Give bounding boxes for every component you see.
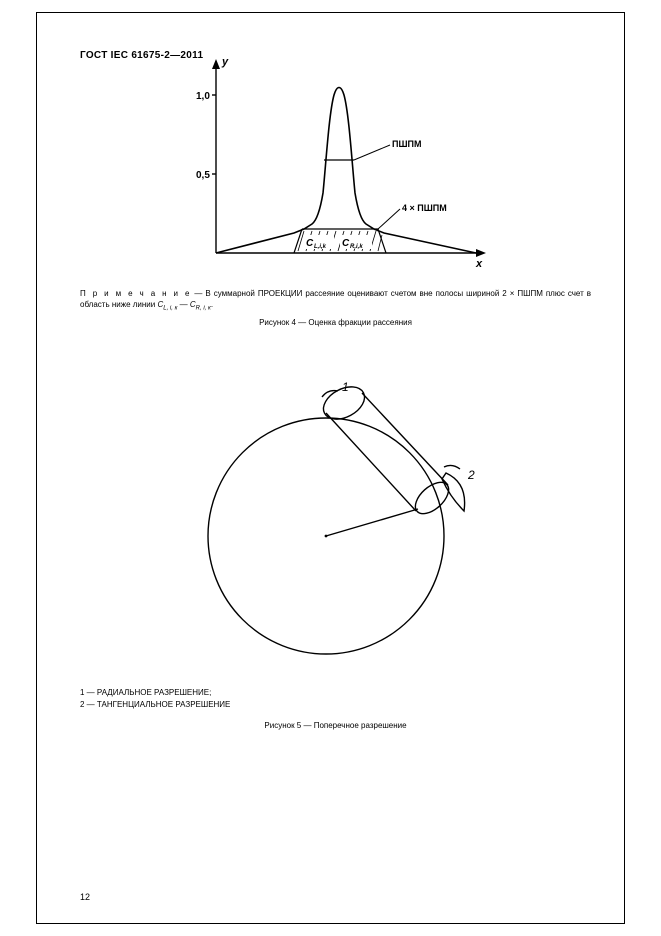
page: ГОСТ IEC 61675-2—2011 1,0 0,5 <box>0 0 661 936</box>
y-axis-label: y <box>221 56 229 68</box>
c-right: C <box>342 238 350 249</box>
note-prefix: П р и м е ч а н и е <box>80 289 191 298</box>
figure-4-note: П р и м е ч а н и е — В суммарной ПРОЕКЦ… <box>80 289 591 312</box>
ytick-05: 0,5 <box>196 170 210 181</box>
c-left-sub: L,i,k <box>314 244 327 250</box>
note-c2-sub: R, i, к <box>196 305 211 311</box>
page-content: ГОСТ IEC 61675-2—2011 1,0 0,5 <box>36 12 625 924</box>
figure-5: 1 2 <box>80 351 591 671</box>
figure-4-caption: Рисунок 4 — Оценка фракции рассеяния <box>80 318 591 327</box>
x-axis-label: x <box>475 258 483 270</box>
c-right-sub: R,i,k <box>350 244 363 250</box>
legend-line-1: 1 — РАДИАЛЬНОЕ РАЗРЕШЕНИЕ; <box>80 687 591 699</box>
ytick-1: 1,0 <box>196 91 210 102</box>
note-dash: — <box>177 300 189 309</box>
figure-4-svg: 1,0 0,5 y x ПШПМ 4 × ПШПМ <box>176 53 496 278</box>
figure-5-caption: Рисунок 5 — Поперечное разрешение <box>80 721 591 730</box>
fig5-label-2: 2 <box>467 468 475 482</box>
legend-line-2: 2 — ТАНГЕНЦИАЛЬНОЕ РАЗРЕШЕНИЕ <box>80 699 591 711</box>
note-period: . <box>211 300 213 309</box>
figure-5-legend: 1 — РАДИАЛЬНОЕ РАЗРЕШЕНИЕ; 2 — ТАНГЕНЦИА… <box>80 687 591 711</box>
page-number: 12 <box>80 892 90 902</box>
fwhm-label: ПШПМ <box>392 139 421 149</box>
four-fwhm-label: 4 × ПШПМ <box>402 203 447 213</box>
figure-4: 1,0 0,5 y x ПШПМ 4 × ПШПМ <box>80 53 591 283</box>
figure-5-svg: 1 2 <box>166 351 506 666</box>
fig5-label-1: 1 <box>342 380 349 394</box>
c-left: C <box>306 238 314 249</box>
note-c1-sub: L, i, к <box>163 305 177 311</box>
